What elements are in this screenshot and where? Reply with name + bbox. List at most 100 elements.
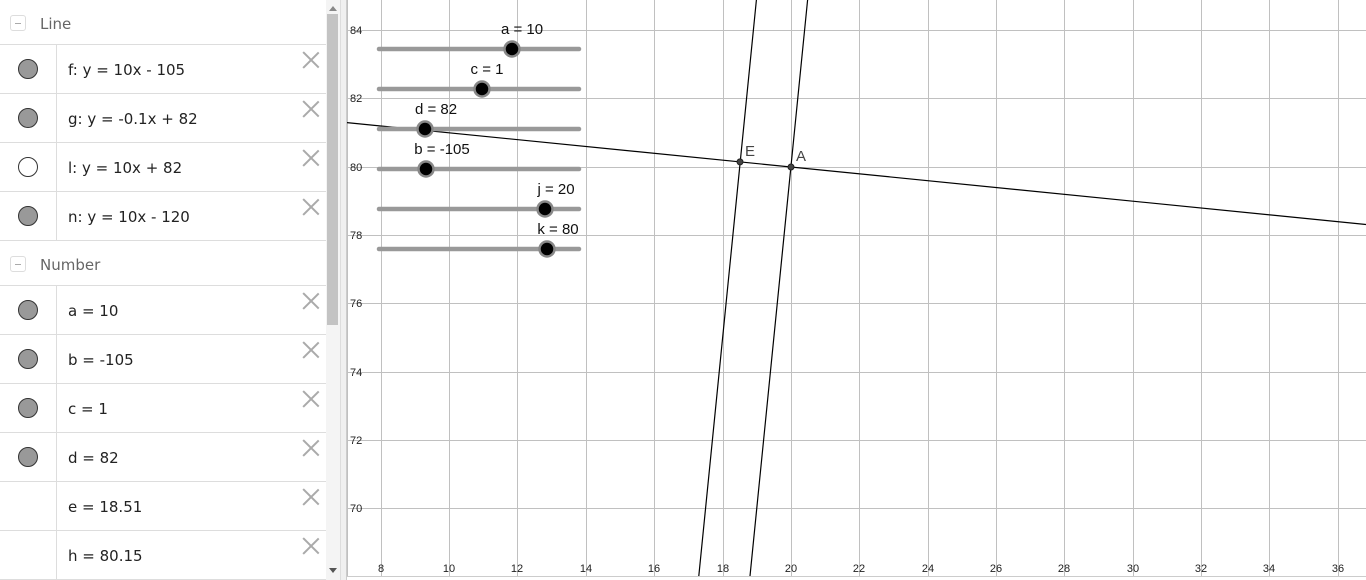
- algebra-item-f[interactable]: f: y = 10x - 105: [0, 45, 326, 94]
- slider-b[interactable]: b = -105: [376, 141, 582, 178]
- delete-icon[interactable]: [302, 488, 320, 506]
- collapse-icon[interactable]: [10, 15, 26, 31]
- slider-knob[interactable]: [538, 240, 556, 258]
- algebra-expression[interactable]: a = 10: [68, 302, 119, 320]
- algebra-view: Line f: y = 10x - 105 g: y = -0.1x + 82 …: [0, 0, 326, 580]
- svg-text:c = 1: c = 1: [471, 61, 504, 78]
- algebra-item-l[interactable]: l: y = 10x + 82: [0, 143, 326, 192]
- svg-text:84: 84: [350, 25, 362, 37]
- algebra-expression[interactable]: b = -105: [68, 351, 134, 369]
- y-axis-labels: 84 82 80 78 76 74 72 70: [350, 25, 362, 515]
- svg-text:80: 80: [350, 162, 362, 174]
- visibility-toggle-icon[interactable]: [18, 398, 38, 418]
- scroll-down-icon[interactable]: [329, 568, 337, 573]
- visibility-toggle-icon[interactable]: [18, 157, 38, 177]
- delete-icon[interactable]: [302, 100, 320, 118]
- slider-knob[interactable]: [416, 120, 434, 138]
- algebra-item-b[interactable]: b = -105: [0, 335, 326, 384]
- svg-text:a = 10: a = 10: [501, 21, 543, 38]
- view-divider[interactable]: [340, 0, 347, 580]
- svg-text:10: 10: [443, 563, 455, 575]
- svg-text:A: A: [796, 148, 806, 165]
- slider-j[interactable]: j = 20: [376, 181, 582, 218]
- delete-icon[interactable]: [302, 149, 320, 167]
- algebra-item-h[interactable]: h = 80.15: [0, 531, 326, 580]
- svg-text:j = 20: j = 20: [536, 181, 574, 198]
- visibility-toggle-icon[interactable]: [18, 349, 38, 369]
- slider-a[interactable]: a = 10: [376, 21, 582, 58]
- svg-text:d = 82: d = 82: [415, 101, 457, 118]
- point-A[interactable]: A: [787, 148, 806, 171]
- grid: [347, 0, 1366, 576]
- algebra-item-c[interactable]: c = 1: [0, 384, 326, 433]
- svg-text:b = -105: b = -105: [414, 141, 469, 158]
- delete-icon[interactable]: [302, 198, 320, 216]
- svg-text:22: 22: [853, 563, 865, 575]
- slider-k[interactable]: k = 80: [376, 221, 582, 258]
- visibility-toggle-icon[interactable]: [18, 108, 38, 128]
- svg-text:78: 78: [350, 230, 362, 242]
- group-label: Line: [40, 15, 72, 33]
- slider-knob[interactable]: [417, 160, 435, 178]
- svg-text:28: 28: [1058, 563, 1070, 575]
- slider-knob[interactable]: [503, 40, 521, 58]
- visibility-toggle-icon[interactable]: [18, 300, 38, 320]
- slider-c[interactable]: c = 1: [376, 61, 582, 98]
- algebra-item-g[interactable]: g: y = -0.1x + 82: [0, 94, 326, 143]
- algebra-item-d[interactable]: d = 82: [0, 433, 326, 482]
- graphics-canvas[interactable]: 84 82 80 78 76 74 72 70 8 10 12 14 16 18…: [347, 0, 1366, 577]
- slider-knob[interactable]: [536, 200, 554, 218]
- svg-text:8: 8: [378, 563, 384, 575]
- algebra-item-n[interactable]: n: y = 10x - 120: [0, 192, 326, 241]
- visibility-toggle-icon[interactable]: [18, 59, 38, 79]
- svg-text:14: 14: [580, 563, 592, 575]
- algebra-expression[interactable]: c = 1: [68, 400, 108, 418]
- slider-knob[interactable]: [473, 80, 491, 98]
- algebra-item-e[interactable]: e = 18.51: [0, 482, 326, 531]
- algebra-expression[interactable]: e = 18.51: [68, 498, 143, 516]
- visibility-toggle-icon[interactable]: [18, 447, 38, 467]
- line-f[interactable]: [698, 0, 757, 577]
- svg-text:12: 12: [511, 563, 523, 575]
- svg-text:26: 26: [990, 563, 1002, 575]
- svg-text:30: 30: [1127, 563, 1139, 575]
- graphics-view[interactable]: 84 82 80 78 76 74 72 70 8 10 12 14 16 18…: [347, 0, 1366, 577]
- delete-icon[interactable]: [302, 51, 320, 69]
- point-E[interactable]: E: [736, 143, 755, 166]
- delete-icon[interactable]: [302, 439, 320, 457]
- svg-text:k = 80: k = 80: [537, 221, 578, 238]
- line-g[interactable]: [347, 122, 1366, 226]
- group-label: Number: [40, 256, 101, 274]
- svg-text:18: 18: [717, 563, 729, 575]
- scroll-up-icon[interactable]: [329, 6, 337, 11]
- svg-text:76: 76: [350, 298, 362, 310]
- algebra-expression[interactable]: h = 80.15: [68, 547, 143, 565]
- svg-text:74: 74: [350, 367, 362, 379]
- collapse-icon[interactable]: [10, 256, 26, 272]
- algebra-expression[interactable]: l: y = 10x + 82: [68, 159, 183, 177]
- slider-d[interactable]: d = 82: [376, 101, 582, 138]
- svg-text:16: 16: [648, 563, 660, 575]
- delete-icon[interactable]: [302, 390, 320, 408]
- scrollbar-thumb[interactable]: [327, 14, 338, 325]
- group-header-line[interactable]: Line: [0, 0, 326, 45]
- algebra-expression[interactable]: d = 82: [68, 449, 119, 467]
- svg-text:20: 20: [785, 563, 797, 575]
- algebra-scrollbar[interactable]: [326, 0, 340, 580]
- svg-text:36: 36: [1332, 563, 1344, 575]
- group-header-number[interactable]: Number: [0, 241, 326, 286]
- algebra-expression[interactable]: n: y = 10x - 120: [68, 208, 190, 226]
- visibility-toggle-icon[interactable]: [18, 206, 38, 226]
- algebra-expression[interactable]: f: y = 10x - 105: [68, 61, 186, 79]
- line-n[interactable]: [749, 0, 809, 577]
- algebra-item-a[interactable]: a = 10: [0, 286, 326, 335]
- delete-icon[interactable]: [302, 537, 320, 555]
- svg-text:E: E: [745, 143, 755, 160]
- svg-text:24: 24: [922, 563, 934, 575]
- delete-icon[interactable]: [302, 341, 320, 359]
- svg-text:72: 72: [350, 435, 362, 447]
- algebra-expression[interactable]: g: y = -0.1x + 82: [68, 110, 198, 128]
- delete-icon[interactable]: [302, 292, 320, 310]
- svg-text:82: 82: [350, 93, 362, 105]
